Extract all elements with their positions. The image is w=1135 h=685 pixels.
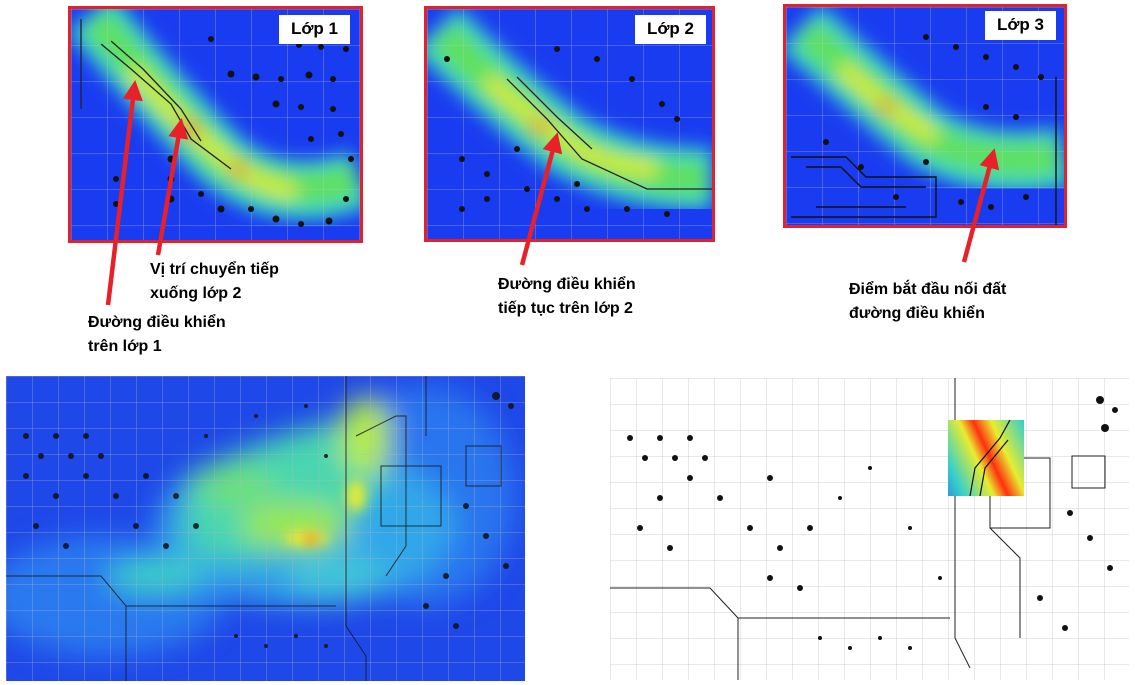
layer-2-heatmap [427,9,712,239]
ground-start-caption: Điểm bắt đầu nối đất đường điều khiển [849,278,1006,326]
board-layout-with-inset [610,378,1129,680]
trace-layer1-caption-line-1: Đường điều khiển [88,314,226,331]
trace-layer2-caption-line-2: tiếp tục trên lớp 2 [498,300,633,317]
via-transition-caption-line-1: Vị trí chuyển tiếp [150,261,279,278]
ground-start-caption-line-1: Điểm bắt đầu nối đất [849,281,1007,298]
ground-start-caption-line-2: đường điều khiển [849,305,985,322]
layer-2-panel: Lớp 2 [424,6,715,242]
layer-3-panel: Lớp 3 [783,4,1067,228]
via-transition-caption: Vị trí chuyển tiếp xuống lớp 2 [150,258,279,306]
layer-1-label: Lớp 1 [278,15,350,44]
trace-layer2-caption: Đường điều khiển tiếp tục trên lớp 2 [498,273,636,321]
trace-layer1-caption-line-2: trên lớp 1 [88,338,162,355]
via-transition-caption-line-2: xuống lớp 2 [150,285,242,302]
layer-2-label: Lớp 2 [634,15,706,44]
layer-1-panel: Lớp 1 [68,6,363,243]
inset-heatmap [948,420,1024,496]
trace-layer2-caption-line-1: Đường điều khiển [498,276,636,293]
trace-layer1-caption: Đường điều khiển trên lớp 1 [88,311,226,359]
layer-3-heatmap [786,7,1064,225]
layer-3-label: Lớp 3 [984,11,1056,40]
full-board-heatmap [6,376,525,681]
via-dots [23,392,514,648]
